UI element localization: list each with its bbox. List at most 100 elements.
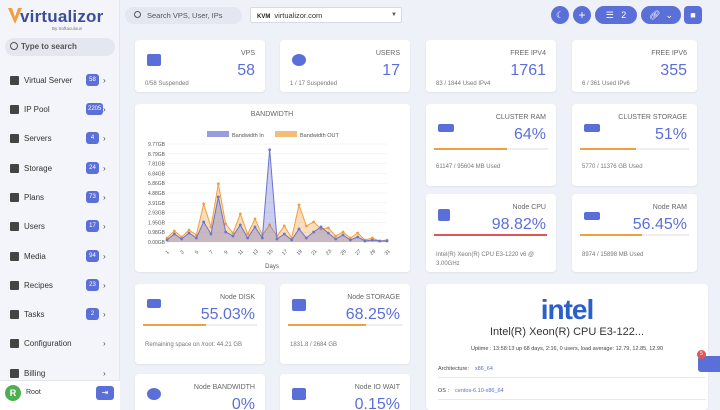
data-point: [326, 226, 330, 230]
data-point: [253, 225, 257, 229]
data-point: [194, 236, 198, 240]
sidebar-item-label: Recipes: [24, 281, 53, 290]
sidebar-item-tasks[interactable]: Tasks 2 ›: [0, 305, 120, 325]
card-value: 355: [660, 62, 687, 79]
card-sub: 6 / 361 Used IPv6: [582, 81, 630, 87]
data-point: [385, 239, 389, 243]
x-tick-label: 9: [223, 249, 229, 255]
top-search-input[interactable]: Search VPS, User, IPs: [125, 7, 242, 24]
card-sub: 1 / 17 Suspended: [290, 81, 338, 87]
legend-label-0: Bandwidth In: [232, 133, 264, 139]
card-value: 98.82%: [491, 216, 546, 233]
data-point: [282, 232, 286, 236]
topbar: Search VPS, User, IPs KVM virtualizor.com…: [120, 0, 720, 32]
tasks-count: 2: [621, 10, 627, 20]
server-select[interactable]: KVM virtualizor.com ▼: [250, 7, 402, 23]
node-io-card[interactable]: Node IO WAIT 0.15%: [280, 374, 410, 410]
sidebar-item-configuration[interactable]: Configuration ›: [0, 334, 120, 354]
node-disk-card[interactable]: Node DISK 55.03% Remaining space on /roo…: [135, 284, 265, 364]
tasks-button[interactable]: ☰ 2: [595, 6, 637, 24]
data-point: [238, 223, 242, 227]
ip-icon: [10, 105, 19, 114]
cluster-ram-card[interactable]: CLUSTER RAM 64% 61147 / 95604 MB Used: [426, 104, 556, 186]
sidebar-item-plans[interactable]: Plans 73 ›: [0, 188, 120, 208]
user-name[interactable]: Root: [26, 389, 41, 396]
pie-icon: [147, 388, 161, 400]
logout-button[interactable]: ⇥: [96, 386, 114, 400]
data-point: [231, 231, 235, 235]
node-bandwidth-card[interactable]: Node BANDWIDTH 0%: [135, 374, 265, 410]
node-cpu-card[interactable]: Node CPU 98.82% Intel(R) Xeon(R) CPU E3-…: [426, 194, 556, 272]
sidebar-item-label: Configuration: [24, 339, 72, 348]
data-point: [334, 234, 338, 238]
wrench-icon: [10, 339, 19, 348]
data-point: [165, 238, 169, 242]
card-value: 17: [382, 62, 400, 79]
ipv6-card[interactable]: FREE IPV6 355 6 / 361 Used IPv6: [572, 40, 697, 92]
card-value: 51%: [654, 126, 687, 143]
users-card[interactable]: USERS 17 1 / 17 Suspended: [280, 40, 410, 92]
documentation-button[interactable]: ■: [684, 6, 702, 24]
help-button[interactable]: [698, 356, 720, 372]
sidebar-search-input[interactable]: Type to search: [5, 38, 115, 56]
sidebar-footer: R Root ⇥: [0, 380, 120, 410]
data-point: [348, 236, 352, 240]
sidebar-item-storage[interactable]: Storage 24 ›: [0, 159, 120, 179]
sidebar-item-media[interactable]: Media 94 ›: [0, 247, 120, 267]
ipv4-card[interactable]: FREE IPV4 1761 83 / 1844 Used IPv4: [426, 40, 556, 92]
x-tick-label: 5: [194, 249, 200, 255]
add-button[interactable]: +: [573, 6, 591, 24]
servers-icon: [10, 134, 19, 143]
card-title: Node DISK: [219, 294, 255, 301]
vps-card[interactable]: VPS 58 0/58 Suspended: [135, 40, 265, 92]
data-point: [356, 235, 360, 239]
x-tick-label: 13: [252, 248, 260, 256]
sidebar-item-virtual-server[interactable]: Virtual Server 58 ›: [0, 71, 120, 91]
data-point: [209, 225, 213, 229]
x-tick-label: 27: [354, 248, 362, 256]
search-icon: [10, 42, 18, 50]
data-point: [356, 231, 360, 235]
sidebar-item-billing[interactable]: Billing ›: [0, 364, 120, 384]
cpu-name: Intel(R) Xeon(R) CPU E3-122...: [489, 326, 645, 338]
chevron-right-icon: ›: [103, 164, 106, 173]
chevron-right-icon: ›: [103, 281, 106, 290]
node-ram-progress: [580, 234, 642, 236]
data-point: [224, 222, 228, 226]
chevron-right-icon: ›: [103, 134, 106, 143]
data-point: [246, 232, 250, 236]
card-title: Node STORAGE: [347, 294, 400, 301]
chevron-right-icon: ›: [103, 222, 106, 231]
sidebar-item-label: IP Pool: [24, 105, 50, 114]
card-sub: 0/58 Suspended: [145, 81, 189, 87]
card-value: 1761: [510, 62, 546, 79]
cluster-ram-progress: [434, 148, 507, 150]
x-tick-label: 21: [310, 248, 318, 256]
card-sub: 83 / 1844 Used IPv4: [436, 81, 491, 87]
avatar[interactable]: R: [5, 385, 21, 401]
data-point: [187, 231, 191, 235]
sidebar-item-users[interactable]: Users 17 ›: [0, 217, 120, 237]
sidebar-item-servers[interactable]: Servers 4 ›: [0, 129, 120, 149]
storage-icon: [10, 164, 19, 173]
data-point: [268, 223, 272, 227]
sidebar-item-label: Plans: [24, 193, 45, 202]
chevron-right-icon: ›: [103, 105, 106, 114]
chevron-right-icon: ›: [103, 76, 106, 85]
data-point: [253, 217, 257, 221]
sidebar-item-badge: 24: [86, 162, 99, 174]
data-point: [246, 236, 250, 240]
node-ram-card[interactable]: Node RAM 56.45% 8974 / 15898 MB Used: [572, 194, 697, 272]
sidebar-item-label: Users: [24, 222, 45, 231]
data-point: [348, 238, 352, 242]
data-point: [304, 236, 308, 240]
card-title: VPS: [240, 50, 255, 57]
links-button[interactable]: 🔗︎ ⌄: [641, 6, 681, 24]
cluster-storage-card[interactable]: CLUSTER STORAGE 51% 5770 / 11376 GB Used: [572, 104, 697, 186]
theme-toggle-button[interactable]: ☾: [551, 6, 569, 24]
sidebar-item-ip-pool[interactable]: IP Pool 2205 ›: [0, 100, 120, 120]
node-storage-card[interactable]: Node STORAGE 68.25% 1831.8 / 2684 GB: [280, 284, 410, 364]
brand-logo[interactable]: virtualizor By Softaculous: [6, 6, 111, 32]
sidebar-item-recipes[interactable]: Recipes 23 ›: [0, 276, 120, 296]
y-tick-label: 4.88GB: [148, 191, 166, 197]
